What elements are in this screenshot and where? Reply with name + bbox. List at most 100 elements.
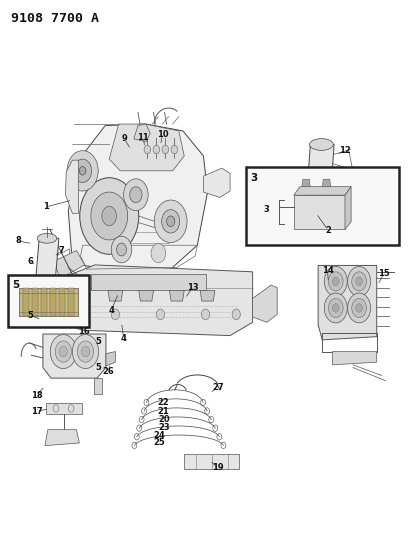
Polygon shape: [200, 290, 215, 301]
Text: 5: 5: [27, 311, 33, 320]
Circle shape: [151, 244, 166, 263]
Polygon shape: [65, 160, 79, 213]
Polygon shape: [35, 238, 59, 286]
Circle shape: [332, 304, 339, 312]
Circle shape: [153, 146, 159, 154]
Circle shape: [55, 341, 72, 362]
Polygon shape: [318, 265, 377, 340]
Text: 5: 5: [12, 280, 19, 290]
Circle shape: [67, 151, 98, 191]
Polygon shape: [106, 352, 115, 366]
Ellipse shape: [308, 168, 332, 180]
Ellipse shape: [35, 281, 55, 291]
Polygon shape: [302, 179, 310, 187]
Text: 27: 27: [212, 383, 224, 392]
Circle shape: [74, 159, 92, 182]
Text: 9108 7700 A: 9108 7700 A: [11, 12, 99, 26]
Text: 13: 13: [187, 283, 198, 292]
Text: 17: 17: [31, 407, 43, 416]
Circle shape: [348, 293, 371, 323]
Circle shape: [332, 277, 339, 286]
Circle shape: [201, 309, 210, 320]
Text: 25: 25: [154, 439, 166, 448]
Polygon shape: [46, 403, 82, 414]
Circle shape: [162, 209, 180, 233]
Polygon shape: [19, 288, 78, 316]
Polygon shape: [91, 274, 206, 290]
Polygon shape: [94, 378, 102, 394]
Text: 19: 19: [212, 463, 224, 472]
Text: 1: 1: [43, 203, 48, 212]
Circle shape: [232, 309, 240, 320]
Circle shape: [77, 341, 94, 362]
Circle shape: [171, 146, 178, 154]
Circle shape: [328, 298, 343, 318]
Circle shape: [156, 309, 164, 320]
Text: 5: 5: [95, 337, 101, 346]
Circle shape: [79, 166, 86, 175]
Text: 26: 26: [102, 367, 114, 376]
Circle shape: [324, 266, 347, 296]
Bar: [184, 454, 240, 469]
Circle shape: [81, 346, 90, 357]
Text: 6: 6: [27, 257, 33, 265]
Text: 4: 4: [109, 305, 114, 314]
Polygon shape: [203, 168, 230, 197]
Text: 4: 4: [121, 334, 127, 343]
Text: 5: 5: [95, 363, 101, 372]
Circle shape: [356, 304, 363, 312]
Circle shape: [74, 309, 83, 320]
Circle shape: [356, 277, 363, 286]
Polygon shape: [108, 290, 123, 301]
Circle shape: [91, 192, 128, 240]
Circle shape: [352, 272, 367, 291]
Circle shape: [328, 272, 343, 291]
Text: 16: 16: [78, 327, 89, 336]
Circle shape: [124, 179, 148, 211]
Polygon shape: [109, 124, 184, 171]
Text: 3: 3: [263, 205, 269, 214]
Circle shape: [117, 243, 127, 256]
Polygon shape: [294, 195, 345, 229]
Polygon shape: [308, 144, 334, 174]
Text: 21: 21: [158, 407, 170, 416]
Polygon shape: [23, 288, 29, 316]
Polygon shape: [41, 288, 47, 316]
Text: 14: 14: [322, 266, 333, 275]
Polygon shape: [169, 290, 184, 301]
Bar: [8, 275, 89, 327]
Polygon shape: [60, 265, 253, 336]
Bar: [246, 166, 399, 245]
Circle shape: [154, 200, 187, 243]
Polygon shape: [68, 124, 208, 272]
Polygon shape: [32, 288, 38, 316]
Text: 22: 22: [158, 398, 170, 407]
Text: 12: 12: [339, 146, 351, 155]
Polygon shape: [59, 288, 65, 316]
Circle shape: [144, 146, 150, 154]
Text: 10: 10: [157, 130, 168, 139]
Polygon shape: [332, 352, 377, 365]
Text: 23: 23: [158, 423, 169, 432]
Circle shape: [80, 177, 139, 254]
Text: 11: 11: [137, 133, 149, 142]
Circle shape: [72, 335, 99, 368]
Ellipse shape: [37, 233, 57, 243]
Circle shape: [162, 146, 169, 154]
Polygon shape: [45, 430, 79, 446]
Polygon shape: [54, 251, 85, 279]
Circle shape: [130, 187, 142, 203]
Polygon shape: [323, 179, 330, 187]
Text: 9: 9: [122, 134, 127, 143]
Circle shape: [324, 293, 347, 323]
Text: 18: 18: [31, 391, 43, 400]
Polygon shape: [345, 187, 351, 229]
Polygon shape: [294, 187, 351, 195]
Text: 2: 2: [326, 226, 331, 235]
Ellipse shape: [309, 139, 333, 150]
Text: 24: 24: [154, 431, 166, 440]
Polygon shape: [134, 124, 150, 142]
Text: 7: 7: [58, 246, 64, 255]
Circle shape: [166, 216, 175, 227]
Text: 20: 20: [158, 415, 169, 424]
